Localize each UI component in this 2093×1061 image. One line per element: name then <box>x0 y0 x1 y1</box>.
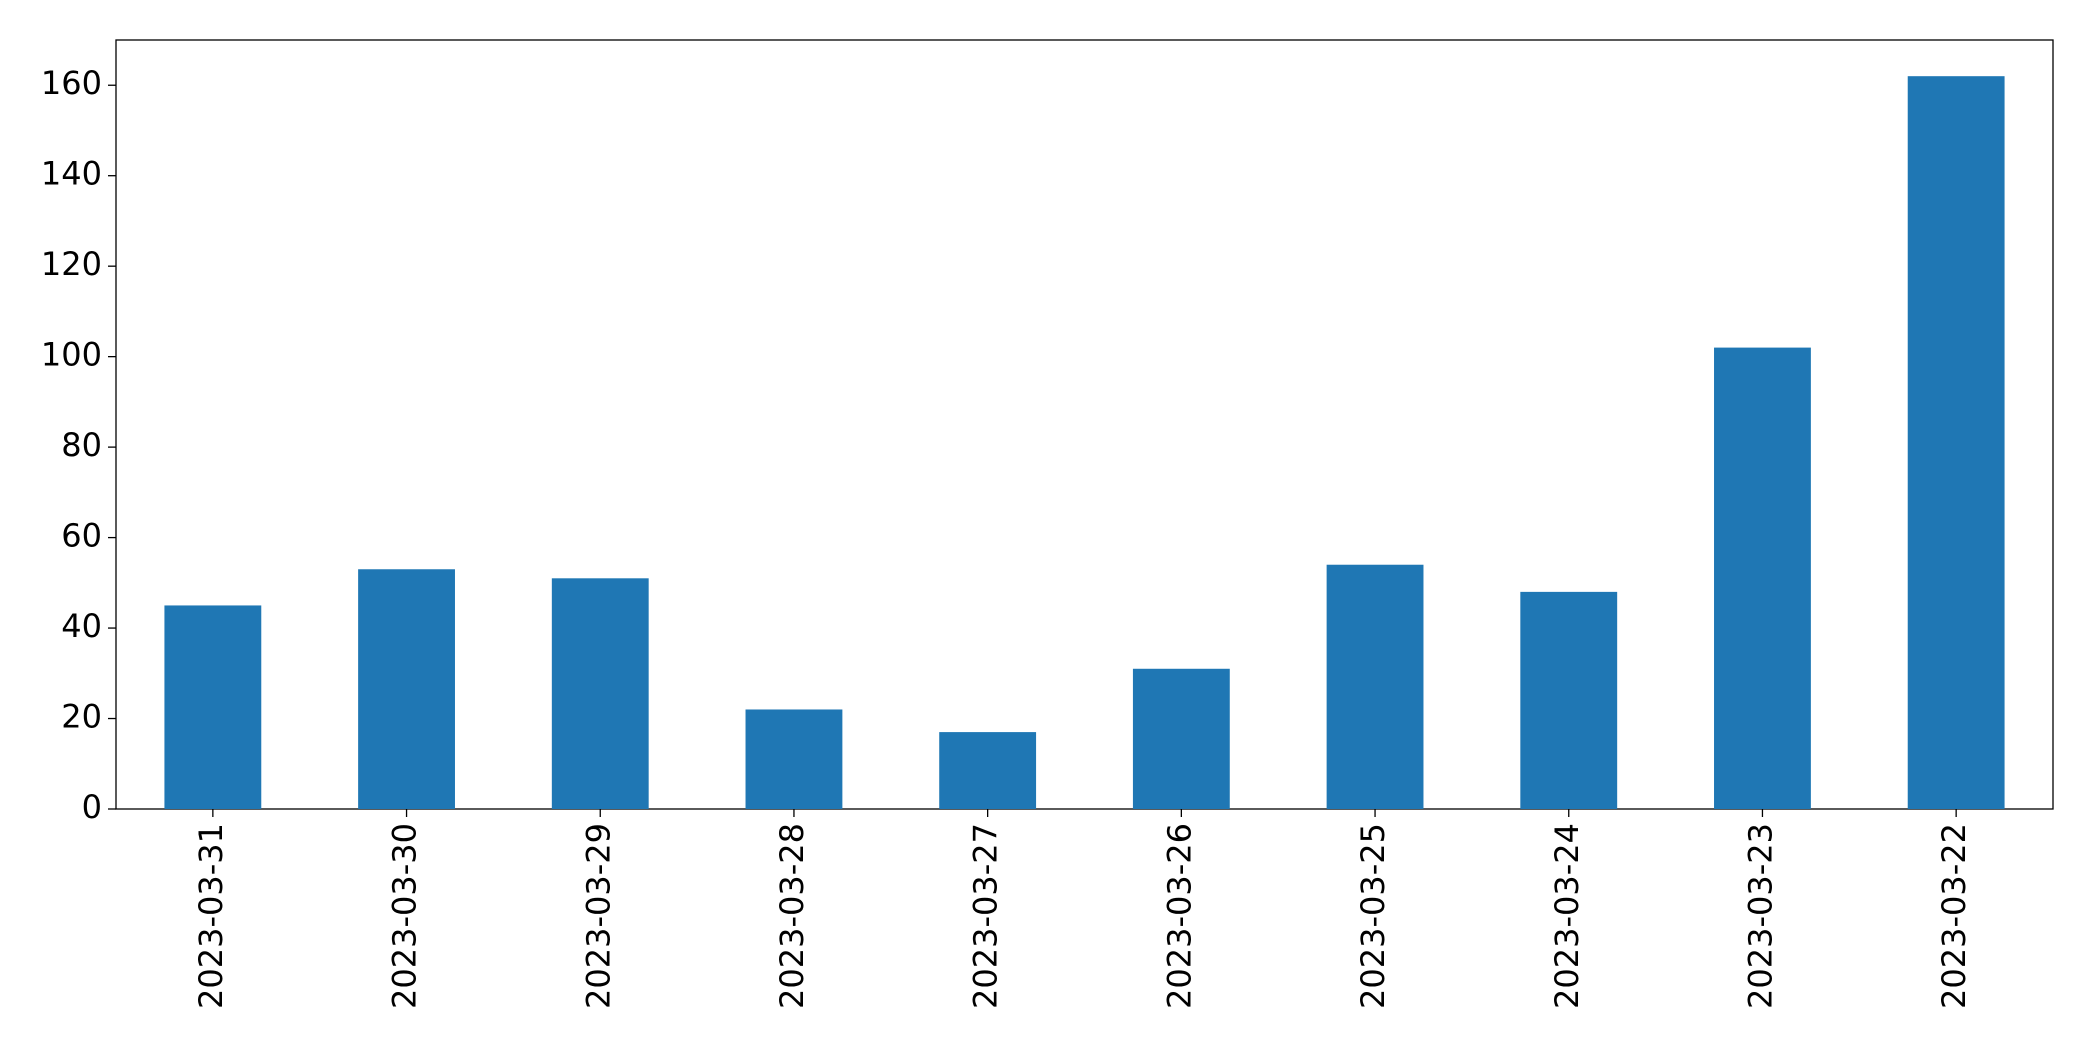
x-tick-label: 2023-03-24 <box>1548 823 1586 1009</box>
x-tick-label: 2023-03-31 <box>192 823 230 1009</box>
x-tick-label: 2023-03-22 <box>1935 823 1973 1009</box>
x-tick-label: 2023-03-25 <box>1354 823 1392 1009</box>
bar <box>358 569 455 809</box>
x-tick-label: 2023-03-30 <box>386 823 424 1009</box>
bar <box>1907 76 2005 809</box>
bar <box>939 732 1037 809</box>
axes-frame <box>115 39 2054 810</box>
x-tick-label: 2023-03-27 <box>967 823 1005 1009</box>
bar <box>1520 591 1618 809</box>
x-tick-label: 2023-03-26 <box>1160 823 1198 1009</box>
y-tick-label: 60 <box>61 517 102 555</box>
bar <box>1714 347 1811 809</box>
y-tick-label: 100 <box>41 336 102 374</box>
y-tick-label: 160 <box>41 64 102 102</box>
bar <box>745 709 843 809</box>
y-tick-label: 80 <box>61 426 102 464</box>
y-tick-label: 20 <box>61 698 102 736</box>
bar <box>1132 668 1230 809</box>
y-tick-label: 0 <box>82 788 102 826</box>
x-tick-label: 2023-03-23 <box>1741 823 1779 1009</box>
bar <box>1326 564 1424 809</box>
y-tick-label: 40 <box>61 607 102 645</box>
bar <box>164 605 262 809</box>
y-tick-label: 140 <box>41 155 102 193</box>
bar <box>551 578 649 809</box>
y-tick-label: 120 <box>41 245 102 283</box>
x-tick-label: 2023-03-29 <box>579 823 617 1009</box>
x-tick-label: 2023-03-28 <box>773 823 811 1009</box>
